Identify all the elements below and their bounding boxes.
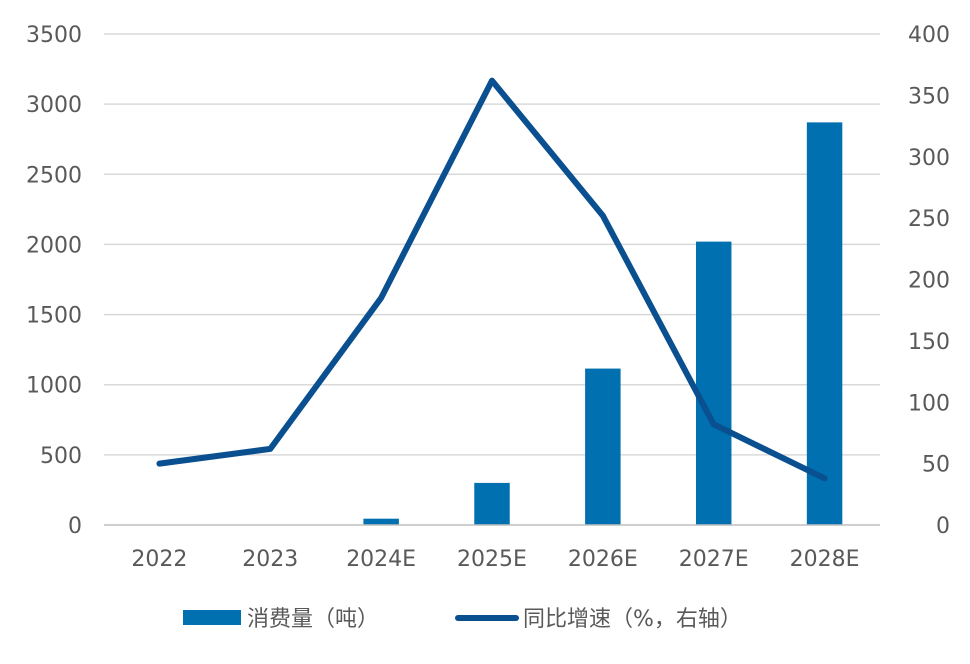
bar bbox=[695, 241, 732, 525]
line-series bbox=[156, 77, 828, 482]
right-axis-tick-label: 50 bbox=[922, 453, 950, 478]
right-axis-tick-label: 100 bbox=[908, 391, 950, 416]
right-axis-tick-label: 350 bbox=[908, 84, 950, 109]
legend-item-bar: 消费量（吨） bbox=[183, 607, 379, 632]
right-axis-tick-label: 300 bbox=[908, 146, 950, 171]
legend-bar-label: 消费量（吨） bbox=[247, 607, 379, 632]
legend-bar-swatch bbox=[183, 610, 241, 625]
bar bbox=[585, 368, 621, 525]
x-axis-tick-label: 2027E bbox=[679, 547, 749, 572]
legend: 消费量（吨） 同比增速（%，右轴） bbox=[183, 607, 742, 632]
left-axis-ticks: 0 500 1000 1500 2000 2500 3000 3500 bbox=[26, 23, 82, 539]
left-axis-tick-label: 3000 bbox=[26, 93, 82, 118]
left-axis-tick-label: 3500 bbox=[26, 23, 82, 48]
left-axis-tick-label: 2500 bbox=[26, 163, 82, 188]
left-axis-tick-label: 1000 bbox=[26, 374, 82, 399]
right-axis-tick-label: 250 bbox=[908, 207, 950, 232]
x-axis-tick-label: 2022 bbox=[131, 547, 187, 572]
right-axis-tick-label: 150 bbox=[908, 330, 950, 355]
right-axis-ticks: 0 50 100 150 200 250 300 350 400 bbox=[908, 23, 950, 539]
bar-series bbox=[363, 122, 843, 525]
left-axis-tick-label: 500 bbox=[40, 444, 82, 469]
legend-line-label: 同比增速（%，右轴） bbox=[523, 607, 742, 632]
x-axis-tick-label: 2024E bbox=[346, 547, 416, 572]
left-axis-tick-label: 1500 bbox=[26, 304, 82, 329]
legend-item-line: 同比增速（%，右轴） bbox=[455, 607, 742, 632]
growth-line bbox=[156, 77, 828, 482]
bar bbox=[363, 518, 399, 525]
gridlines bbox=[104, 33, 880, 456]
x-axis-tick-label: 2028E bbox=[790, 547, 860, 572]
right-axis-tick-label: 200 bbox=[908, 269, 950, 294]
x-axis-tick-label: 2025E bbox=[457, 547, 527, 572]
x-axis-ticks: 2022 2023 2024E 2025E 2026E 2027E 2028E bbox=[131, 547, 859, 572]
left-axis-tick-label: 2000 bbox=[26, 233, 82, 258]
x-axis-tick-label: 2026E bbox=[568, 547, 638, 572]
bar bbox=[806, 122, 843, 525]
right-axis-tick-label: 0 bbox=[936, 514, 950, 539]
right-axis-tick-label: 400 bbox=[908, 23, 950, 48]
bar bbox=[474, 482, 510, 525]
x-axis-tick-label: 2023 bbox=[242, 547, 298, 572]
left-axis-tick-label: 0 bbox=[68, 514, 82, 539]
